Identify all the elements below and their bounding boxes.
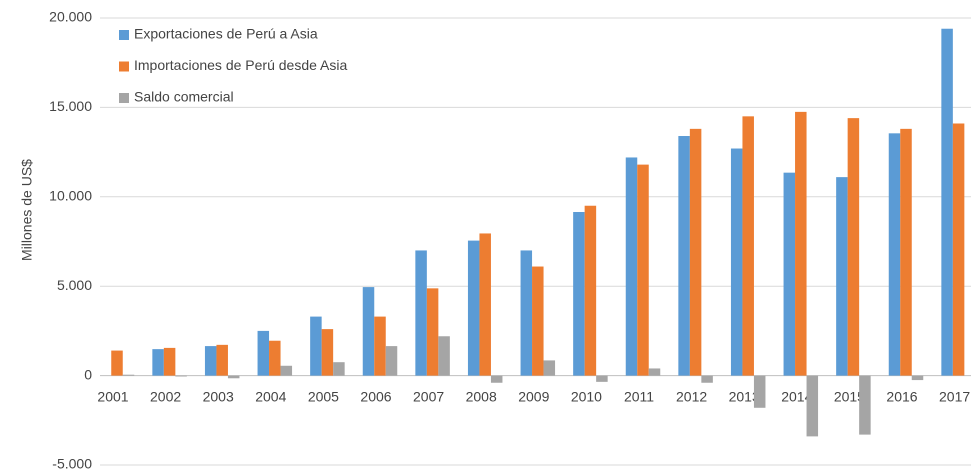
y-axis-label: Millones de US$ xyxy=(19,159,35,261)
bar xyxy=(584,205,597,376)
bar xyxy=(742,116,754,376)
bar xyxy=(310,316,322,376)
y-tick-label: 5.000 xyxy=(57,277,92,293)
x-tick-label: 2007 xyxy=(413,389,444,405)
bar xyxy=(941,28,953,376)
bar xyxy=(362,287,375,376)
bar xyxy=(227,375,240,379)
y-tick-label: 20.000 xyxy=(49,9,92,25)
bar xyxy=(204,346,217,376)
bar xyxy=(333,362,345,376)
bar xyxy=(467,240,480,376)
legend-label: Exportaciones de Perú a Asia xyxy=(134,26,318,42)
bar xyxy=(321,329,334,376)
x-tick-label: 2015 xyxy=(834,389,865,405)
x-tick-label: 2003 xyxy=(203,389,234,405)
bar xyxy=(952,123,965,376)
bar xyxy=(438,336,450,376)
bar xyxy=(753,375,766,408)
x-tick-label: 2008 xyxy=(466,389,497,405)
x-tick-label: 2001 xyxy=(97,389,128,405)
bar xyxy=(701,375,713,383)
bar xyxy=(175,375,187,377)
legend-swatch xyxy=(119,30,129,40)
x-tick-label: 2016 xyxy=(886,389,917,405)
bar xyxy=(573,211,585,376)
bar xyxy=(836,177,848,376)
bar xyxy=(859,375,871,435)
x-tick-label: 2012 xyxy=(676,389,707,405)
bar xyxy=(280,365,293,376)
x-tick-label: 2006 xyxy=(360,389,391,405)
legend-swatch xyxy=(119,61,129,72)
bar xyxy=(689,128,702,376)
bar xyxy=(648,368,661,376)
bar xyxy=(490,375,503,383)
bar xyxy=(911,375,924,381)
bar xyxy=(678,136,690,376)
y-tick-label: 15.000 xyxy=(49,98,92,114)
x-tick-label: 2013 xyxy=(729,389,760,405)
x-tick-label: 2011 xyxy=(624,389,654,405)
bar xyxy=(783,172,796,376)
bar xyxy=(806,375,819,437)
x-tick-label: 2017 xyxy=(939,389,970,405)
bar xyxy=(888,133,901,376)
bar xyxy=(532,266,544,376)
bar xyxy=(269,340,281,376)
y-tick-label: -5.000 xyxy=(52,456,92,472)
bar xyxy=(795,111,807,376)
bar xyxy=(374,316,386,376)
legend-swatch xyxy=(119,93,129,103)
bar xyxy=(637,164,649,376)
x-tick-label: 2004 xyxy=(255,389,286,405)
x-tick-label: 2009 xyxy=(518,389,549,405)
bar xyxy=(426,288,439,376)
bar xyxy=(257,330,270,376)
x-tick-label: 2010 xyxy=(571,389,602,405)
bar xyxy=(216,344,228,376)
x-tick-label: 2005 xyxy=(308,389,339,405)
bar xyxy=(847,118,860,376)
y-tick-label: 0 xyxy=(84,366,92,382)
legend-label: Saldo comercial xyxy=(134,89,234,105)
x-tick-label: 2014 xyxy=(781,389,812,405)
bar xyxy=(520,250,533,376)
bar xyxy=(479,233,491,376)
bar xyxy=(625,157,638,376)
bar xyxy=(385,346,398,376)
bar xyxy=(730,148,743,376)
bar xyxy=(152,349,164,376)
bar xyxy=(543,360,556,376)
bar xyxy=(415,250,427,376)
y-tick-label: 10.000 xyxy=(49,188,92,204)
x-tick-label: 2002 xyxy=(150,389,181,405)
bar xyxy=(596,375,608,382)
bar xyxy=(111,350,123,376)
bar xyxy=(122,374,135,376)
legend-label: Importaciones de Perú desde Asia xyxy=(134,57,347,73)
bar xyxy=(163,347,176,376)
bar xyxy=(900,128,912,376)
